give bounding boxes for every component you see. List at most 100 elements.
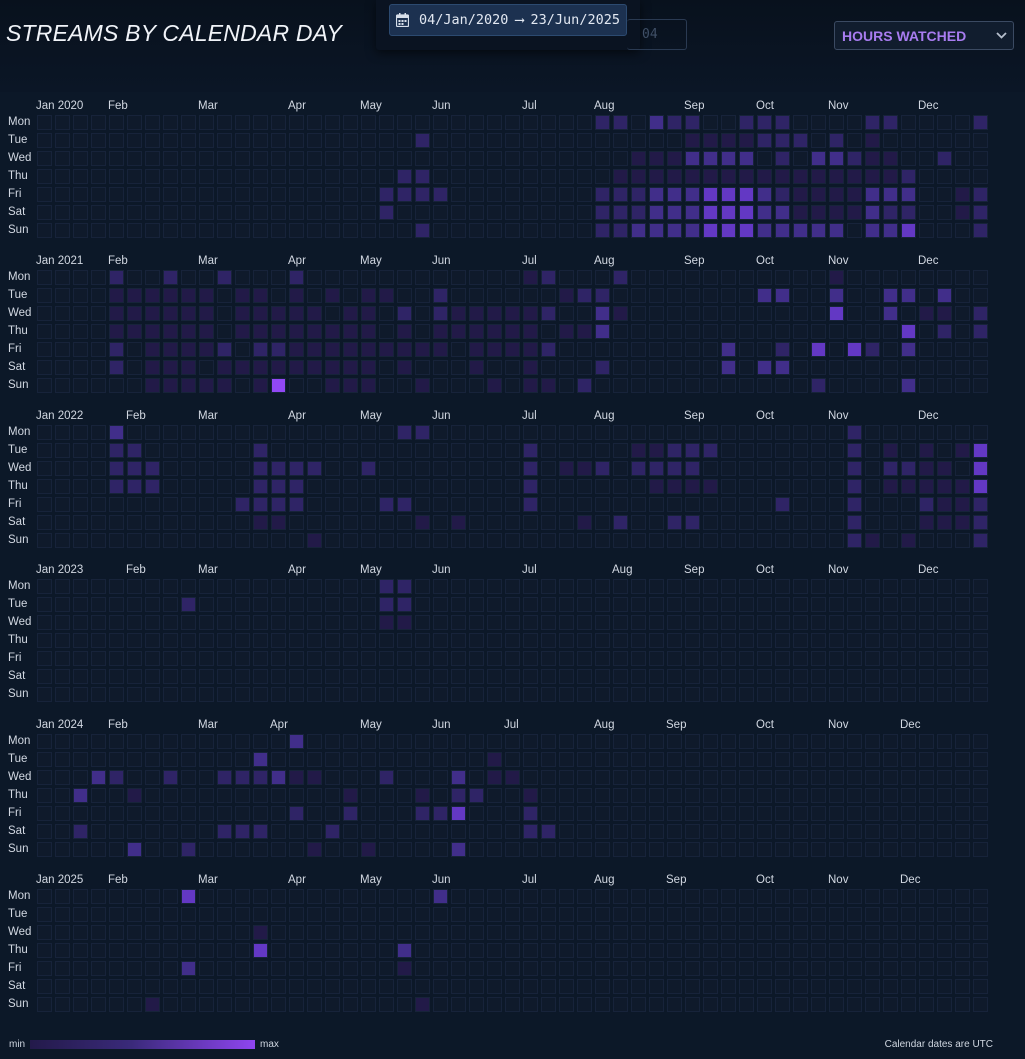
heatmap-cell[interactable] [739,579,754,594]
metric-select[interactable]: HOURS WATCHED [834,21,1014,50]
heatmap-cell[interactable] [343,824,358,839]
heatmap-cell[interactable] [325,342,340,357]
heatmap-cell[interactable] [847,979,862,994]
heatmap-cell[interactable] [109,133,124,148]
heatmap-cell[interactable] [901,151,916,166]
heatmap-cell[interactable] [505,633,520,648]
heatmap-cell[interactable] [793,169,808,184]
heatmap-cell[interactable] [901,187,916,202]
heatmap-cell[interactable] [703,205,718,220]
heatmap-cell[interactable] [649,187,664,202]
heatmap-cell[interactable] [667,425,682,440]
heatmap-cell[interactable] [523,579,538,594]
heatmap-cell[interactable] [631,997,646,1012]
heatmap-cell[interactable] [865,907,880,922]
heatmap-cell[interactable] [199,205,214,220]
heatmap-cell[interactable] [433,169,448,184]
heatmap-cell[interactable] [523,378,538,393]
heatmap-cell[interactable] [937,943,952,958]
heatmap-cell[interactable] [235,533,250,548]
heatmap-cell[interactable] [811,788,826,803]
heatmap-cell[interactable] [505,270,520,285]
heatmap-cell[interactable] [685,752,700,767]
heatmap-cell[interactable] [955,687,970,702]
heatmap-cell[interactable] [163,169,178,184]
heatmap-cell[interactable] [487,342,502,357]
heatmap-cell[interactable] [73,961,88,976]
heatmap-cell[interactable] [469,461,484,476]
heatmap-cell[interactable] [829,734,844,749]
heatmap-cell[interactable] [865,270,880,285]
heatmap-cell[interactable] [145,515,160,530]
heatmap-cell[interactable] [541,360,556,375]
heatmap-cell[interactable] [955,770,970,785]
heatmap-cell[interactable] [325,360,340,375]
heatmap-cell[interactable] [919,824,934,839]
heatmap-cell[interactable] [595,997,610,1012]
heatmap-cell[interactable] [37,889,52,904]
heatmap-cell[interactable] [811,734,826,749]
heatmap-cell[interactable] [595,378,610,393]
heatmap-cell[interactable] [721,533,736,548]
heatmap-cell[interactable] [145,979,160,994]
heatmap-cell[interactable] [793,806,808,821]
heatmap-cell[interactable] [343,288,358,303]
heatmap-cell[interactable] [505,223,520,238]
heatmap-cell[interactable] [145,378,160,393]
heatmap-cell[interactable] [343,425,358,440]
heatmap-cell[interactable] [91,479,106,494]
heatmap-cell[interactable] [415,806,430,821]
heatmap-cell[interactable] [127,961,142,976]
heatmap-cell[interactable] [739,633,754,648]
heatmap-cell[interactable] [973,907,988,922]
heatmap-cell[interactable] [721,479,736,494]
heatmap-cell[interactable] [541,151,556,166]
heatmap-cell[interactable] [523,169,538,184]
heatmap-cell[interactable] [865,425,880,440]
heatmap-cell[interactable] [325,324,340,339]
heatmap-cell[interactable] [973,997,988,1012]
heatmap-cell[interactable] [973,169,988,184]
heatmap-cell[interactable] [775,133,790,148]
heatmap-cell[interactable] [253,734,268,749]
heatmap-cell[interactable] [469,425,484,440]
heatmap-cell[interactable] [577,443,592,458]
heatmap-cell[interactable] [73,342,88,357]
heatmap-cell[interactable] [37,943,52,958]
heatmap-cell[interactable] [703,288,718,303]
heatmap-cell[interactable] [379,461,394,476]
heatmap-cell[interactable] [397,579,412,594]
heatmap-cell[interactable] [433,687,448,702]
heatmap-cell[interactable] [325,461,340,476]
heatmap-cell[interactable] [541,443,556,458]
heatmap-cell[interactable] [973,669,988,684]
heatmap-cell[interactable] [505,752,520,767]
heatmap-cell[interactable] [127,788,142,803]
heatmap-cell[interactable] [397,961,412,976]
heatmap-cell[interactable] [559,925,574,940]
heatmap-cell[interactable] [505,187,520,202]
heatmap-cell[interactable] [847,223,862,238]
heatmap-cell[interactable] [487,770,502,785]
heatmap-cell[interactable] [577,169,592,184]
heatmap-cell[interactable] [829,479,844,494]
heatmap-cell[interactable] [595,979,610,994]
heatmap-cell[interactable] [235,669,250,684]
heatmap-cell[interactable] [307,824,322,839]
heatmap-cell[interactable] [109,270,124,285]
heatmap-cell[interactable] [595,461,610,476]
heatmap-cell[interactable] [415,889,430,904]
heatmap-cell[interactable] [109,961,124,976]
heatmap-cell[interactable] [91,223,106,238]
heatmap-cell[interactable] [73,824,88,839]
heatmap-cell[interactable] [415,425,430,440]
heatmap-cell[interactable] [289,270,304,285]
heatmap-cell[interactable] [703,687,718,702]
heatmap-cell[interactable] [919,342,934,357]
heatmap-cell[interactable] [181,360,196,375]
heatmap-cell[interactable] [595,443,610,458]
heatmap-cell[interactable] [955,115,970,130]
heatmap-cell[interactable] [487,824,502,839]
heatmap-cell[interactable] [469,306,484,321]
heatmap-cell[interactable] [811,378,826,393]
